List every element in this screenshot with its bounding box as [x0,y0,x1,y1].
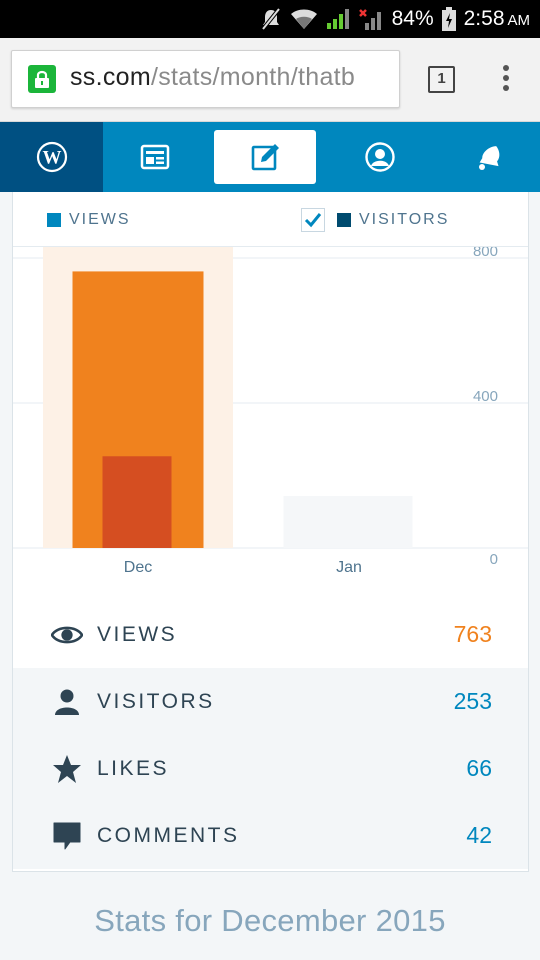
bar-visitors-dec [102,456,172,548]
tab-switcher-button[interactable]: 1 [428,66,455,93]
write-post-tab[interactable] [207,122,323,192]
checkmark-icon [304,213,322,228]
browser-toolbar: ss.com/stats/month/thatb 1 [0,38,540,122]
write-post-icon[interactable] [214,130,316,184]
stat-value-likes: 66 [466,755,492,781]
stats-period-title: Stats for December 2015 [94,903,446,938]
clock-ampm: AM [507,12,531,29]
url-path: /stats/month/thatb [150,63,356,91]
eye-icon [51,619,83,651]
reader-icon[interactable] [103,122,207,192]
address-bar[interactable]: ss.com/stats/month/thatb [11,50,400,108]
battery-percent: 84% [391,7,434,30]
legend-visitors-label: VISITORS [359,211,450,228]
legend-visitors[interactable]: VISITORS [337,211,449,229]
me-profile-icon[interactable] [323,122,436,192]
svg-text:W: W [42,148,61,169]
stat-row-views[interactable]: VIEWS 763 [13,601,528,668]
stat-value-comments: 42 [466,822,492,848]
y-tick-label: 0 [490,551,498,568]
stats-card: VIEWS VISITORS 800 400 0 Dec Jan VIEWS 763 V… [12,192,529,872]
y-tick-label: 800 [473,247,498,260]
signal-no-service-icon [358,7,384,31]
status-bar: 84% 2:58 AM [0,0,540,38]
legend-views-label: VIEWS [69,211,131,228]
x-tick-label: Dec [124,559,152,576]
views-swatch [47,213,61,227]
legend-views[interactable]: VIEWS [47,211,131,229]
stat-row-likes[interactable]: LIKES 66 [13,735,528,802]
comment-icon [51,820,83,852]
url-host: ss.com [70,63,151,91]
clock-time: 2:58 [463,7,505,30]
wp-admin-nav: W [0,122,540,192]
battery-charging-icon [441,7,456,31]
bar-views-jan [283,496,413,548]
wifi-icon [290,8,318,30]
stat-label-views: VIEWS [97,623,178,646]
chart-legend: VIEWS VISITORS [13,192,528,247]
signal-icon [326,8,350,30]
mute-icon [260,7,282,31]
person-icon [51,686,83,718]
y-tick-label: 400 [473,388,498,405]
clock: 2:58 AM [464,7,530,31]
stat-value-views: 763 [453,621,492,647]
overflow-menu-icon[interactable] [500,65,512,95]
visitors-swatch [337,213,351,227]
stat-label-likes: LIKES [97,757,170,780]
visitors-checkbox[interactable] [301,208,325,232]
lock-icon [28,65,56,93]
stat-label-comments: COMMENTS [97,824,240,847]
stat-row-comments[interactable]: COMMENTS 42 [13,802,528,869]
x-tick-label: Jan [336,559,362,576]
stat-label-visitors: VISITORS [97,690,215,713]
stat-value-visitors: 253 [453,688,492,714]
stats-bar-chart: 800 400 0 Dec Jan [13,247,528,576]
star-icon [51,753,83,785]
stat-row-visitors[interactable]: VISITORS 253 [13,668,528,735]
stats-summary-list: VIEWS 763 VISITORS 253 LIKES 66 COMMENTS… [13,601,528,869]
notifications-bell-icon[interactable] [436,122,540,192]
wordpress-logo-icon[interactable]: W [0,122,103,192]
url-text[interactable]: ss.com/stats/month/thatb [70,63,355,92]
